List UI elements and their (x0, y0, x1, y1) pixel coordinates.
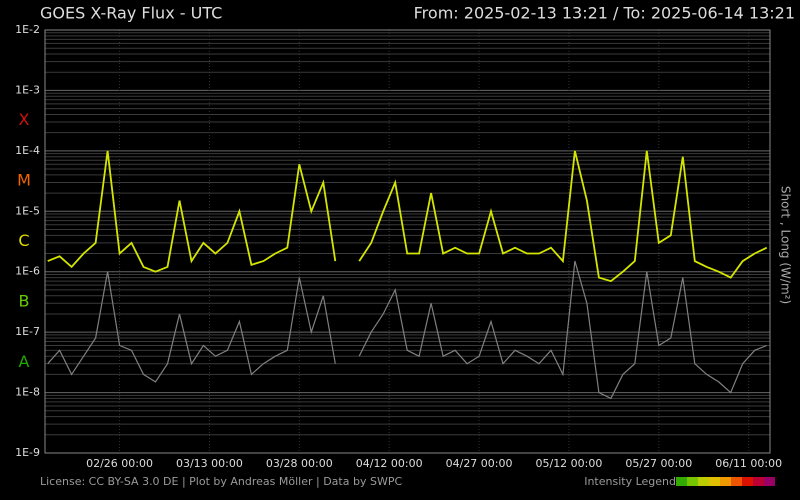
y-tick-label: 1E-4 (15, 144, 40, 157)
y-axis-label: Short , Long (W/m²) (779, 186, 793, 304)
chart-subtitle: From: 2025-02-13 13:21 / To: 2025-06-14 … (414, 4, 795, 23)
footer: License: CC BY-SA 3.0 DE | Plot by Andre… (40, 475, 402, 488)
y-tick-label: 1E-8 (15, 386, 40, 399)
y-tick-label: 1E-7 (15, 325, 40, 338)
x-tick-label: 03/28 00:00 (266, 457, 333, 470)
legend-swatch (676, 477, 687, 486)
x-tick-label: 05/12 00:00 (535, 457, 602, 470)
legend-swatch (698, 477, 709, 486)
legend-swatch (753, 477, 764, 486)
x-tick-label: 06/11 00:00 (715, 457, 782, 470)
plot-frame (44, 29, 771, 454)
legend-swatch (709, 477, 720, 486)
legend-swatch (742, 477, 753, 486)
x-tick-label: 04/27 00:00 (446, 457, 513, 470)
legend-swatch (720, 477, 731, 486)
y-tick-label: 1E-9 (15, 446, 40, 459)
series-line (358, 260, 767, 400)
x-tick-label: 05/27 00:00 (625, 457, 692, 470)
flare-class-label: C (18, 231, 29, 250)
flare-class-label: B (19, 291, 30, 310)
legend-swatch (687, 477, 698, 486)
chart-title: GOES X-Ray Flux - UTC (40, 4, 222, 23)
x-tick-label: 03/13 00:00 (176, 457, 243, 470)
y-tick-label: 1E-3 (15, 83, 40, 96)
x-tick-label: 02/26 00:00 (86, 457, 153, 470)
series-line (47, 150, 337, 273)
y-tick-label: 1E-2 (15, 23, 40, 36)
flare-class-label: A (19, 352, 30, 371)
legend-swatch (764, 477, 775, 486)
y-tick-label: 1E-5 (15, 204, 40, 217)
series-line (47, 271, 336, 383)
legend-swatch (731, 477, 742, 486)
flare-class-label: M (17, 171, 31, 190)
y-tick-label: 1E-6 (15, 265, 40, 278)
series-line (358, 150, 768, 283)
legend-title: Intensity Legend (584, 475, 676, 488)
x-tick-label: 04/12 00:00 (356, 457, 423, 470)
flare-class-label: X (19, 110, 30, 129)
